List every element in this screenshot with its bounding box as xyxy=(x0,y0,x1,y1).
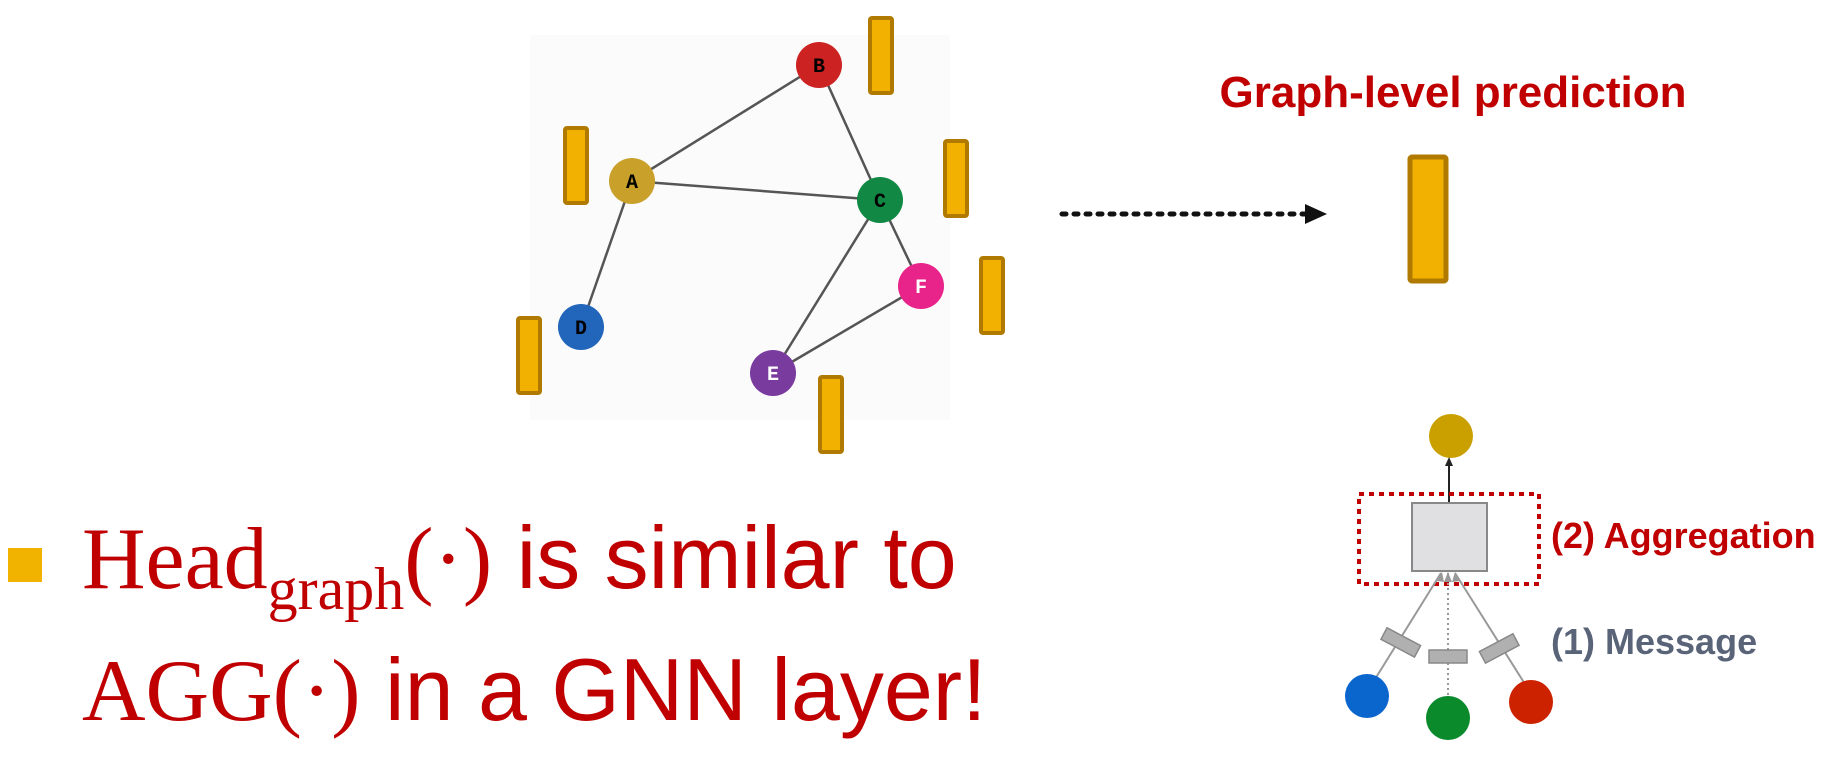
node-c: C xyxy=(857,177,903,223)
edge-e-f xyxy=(772,284,922,375)
node-f: F xyxy=(898,263,944,309)
bullet-line-2: AGG(·) in a GNN layer! xyxy=(82,646,987,736)
target-node xyxy=(1429,414,1473,458)
dotted-arrow xyxy=(1059,204,1327,224)
aggregation-label: (2) Aggregation xyxy=(1551,515,1816,556)
edge-c-e xyxy=(771,199,882,374)
graph-edges xyxy=(579,63,923,375)
node-embeddings xyxy=(516,16,1005,454)
node-c-label: C xyxy=(874,191,886,214)
message-rect-middle xyxy=(1428,649,1468,664)
message-label: (1) Message xyxy=(1551,621,1757,662)
embedding-bar-c xyxy=(943,139,969,218)
graph-panel xyxy=(530,35,950,420)
embedding-bar-b xyxy=(868,16,894,95)
node-a: A xyxy=(609,158,655,204)
node-f-label: F xyxy=(915,277,927,300)
node-e-label: E xyxy=(767,364,779,387)
node-e: E xyxy=(750,350,796,396)
node-d-label: D xyxy=(575,318,587,341)
gnn-layer-diagram: (2) Aggregation (1) Message xyxy=(1345,414,1816,740)
bullet-line-1-rest: is similar to xyxy=(492,508,957,607)
aggregation-box xyxy=(1411,502,1488,572)
node-b-label: B xyxy=(813,56,825,79)
edge-a-c xyxy=(631,179,881,202)
bullet-line-1: Headgraph(·) is similar to xyxy=(82,511,957,622)
agg-text: AGG(·) xyxy=(82,643,361,740)
edge-a-b xyxy=(631,63,820,183)
node-a-label: A xyxy=(626,172,638,195)
message-rect-left xyxy=(1379,626,1422,659)
bullet-line-2-rest: in a GNN layer! xyxy=(360,640,987,739)
edge-b-c xyxy=(817,64,882,201)
embedding-bar-a xyxy=(563,126,589,205)
neighbor-node-blue xyxy=(1345,674,1389,718)
graph-embedding-bar xyxy=(1407,154,1449,284)
head-subscript: graph xyxy=(267,556,405,622)
embedding-bar-f xyxy=(979,256,1005,335)
node-b: B xyxy=(796,42,842,88)
embedding-bar-d xyxy=(516,316,542,395)
neighbor-node-green xyxy=(1426,696,1470,740)
bullet-marker xyxy=(8,548,42,582)
head-paren: (·) xyxy=(404,511,493,608)
embedding-bar-e xyxy=(818,375,844,454)
prediction-title: Graph-level prediction xyxy=(1220,68,1687,117)
graph-nodes: A B C D E F xyxy=(558,42,944,396)
message-rect-right xyxy=(1478,632,1521,665)
head-text: Head xyxy=(82,511,268,608)
neighbor-node-red xyxy=(1509,680,1553,724)
node-d: D xyxy=(558,304,604,350)
edge-a-d xyxy=(579,180,634,328)
